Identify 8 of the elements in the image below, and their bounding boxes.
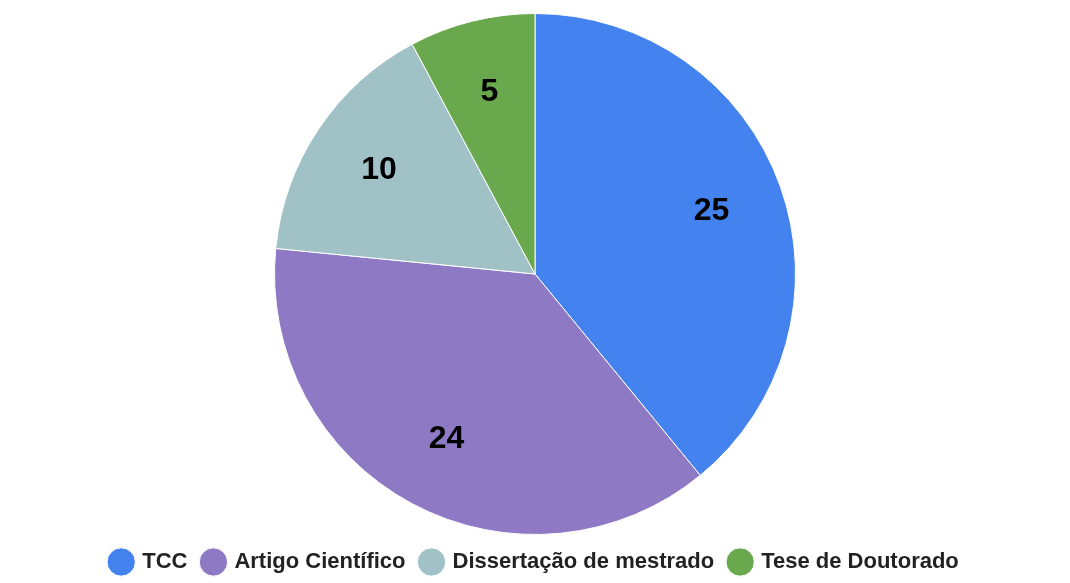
legend-label: Artigo Científico bbox=[234, 548, 406, 574]
data-label: 24 bbox=[428, 419, 465, 456]
legend-label: Tese de Doutorado bbox=[761, 548, 959, 574]
data-label: 25 bbox=[693, 190, 730, 227]
data-label: 5 bbox=[480, 71, 499, 108]
data-label: 10 bbox=[361, 149, 397, 186]
legend-label: Dissertação de mestrado bbox=[452, 548, 715, 574]
legend-label: TCC bbox=[142, 548, 188, 574]
